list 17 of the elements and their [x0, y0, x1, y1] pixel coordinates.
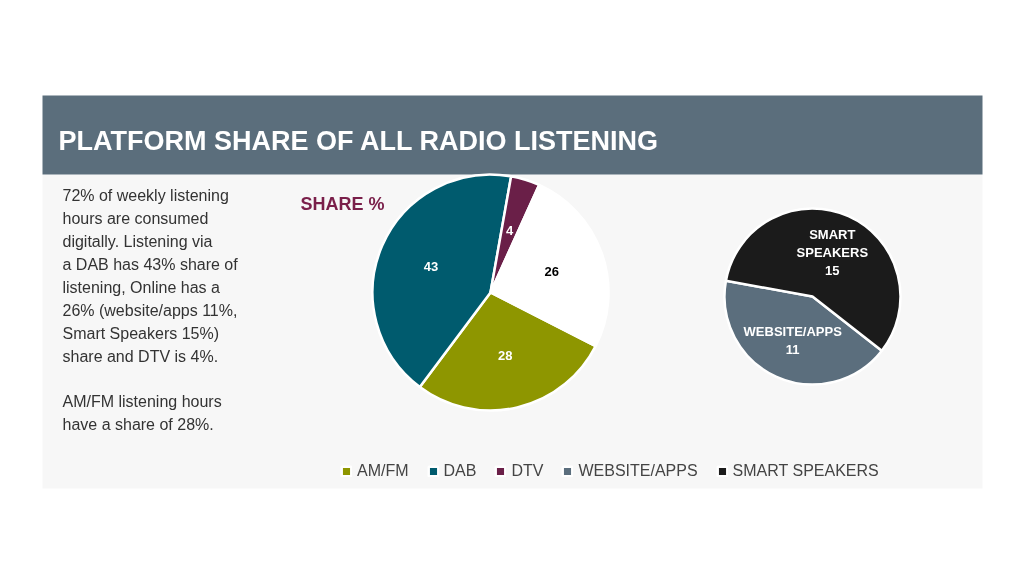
legend-label: DAB: [443, 462, 477, 480]
data-label: 26: [544, 263, 559, 279]
text: SHARE %: [300, 193, 385, 214]
legend-label: WEBSITE/APPS: [578, 462, 698, 480]
chart-title: PLATFORM SHARE OF ALL RADIO LISTENING: [58, 125, 658, 156]
slice-label: WEBSITE/APPS: [743, 324, 843, 340]
text: 72% of weekly listening hours are consumed digitally. Listening via a DAB has 43% share of listening, Online has a 26% (website/apps 11%, Smart Speakers 15%) share and DTV is 4%.: [62, 186, 239, 365]
data-label: 4: [506, 223, 515, 238]
legend-label: SMART SPEAKERS: [732, 462, 879, 480]
slice-label: SMART SPEAKERS: [796, 226, 869, 260]
data-label: 28: [497, 348, 513, 364]
legend-label: AM/FM: [357, 462, 409, 480]
text: AM/FM listening hours have a share of 28%.: [62, 392, 222, 433]
legend-label: DTV: [511, 462, 544, 480]
data-label: 15: [825, 262, 840, 278]
data-label: 11: [785, 342, 800, 358]
data-label: 43: [423, 259, 439, 275]
